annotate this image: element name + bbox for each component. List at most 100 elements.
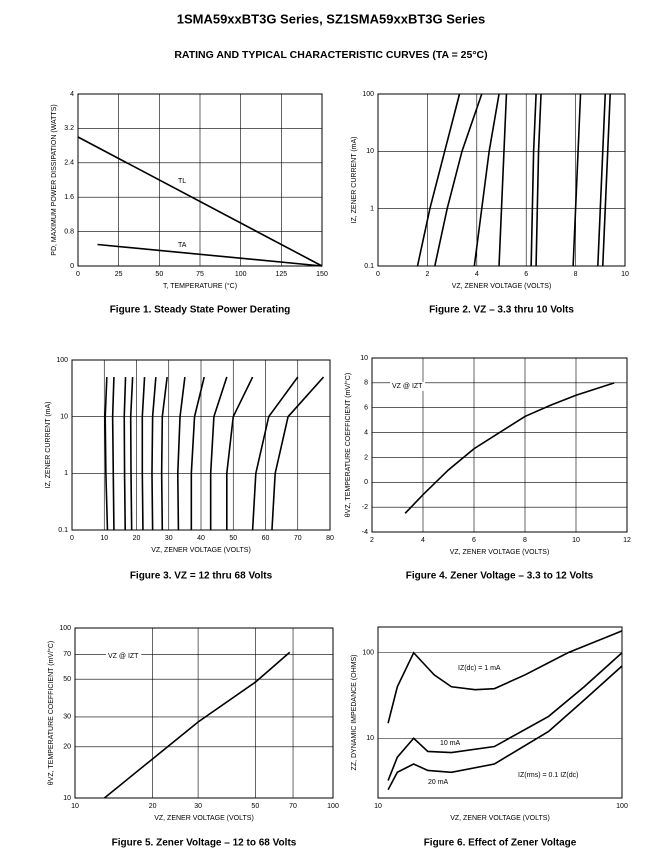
figure-caption: Figure 5. Zener Voltage – 12 to 68 Volts <box>112 838 297 849</box>
x-tick-label: 50 <box>251 803 259 810</box>
curve <box>123 377 127 531</box>
x-tick-label: 60 <box>262 535 270 542</box>
x-tick-label: 80 <box>326 535 334 542</box>
page-title: 1SMA59xxBT3G Series, SZ1SMA59xxBT3G Seri… <box>177 11 486 26</box>
x-tick-label: 10 <box>374 803 382 810</box>
y-tick-label: 0 <box>70 263 74 270</box>
plot-frame <box>371 357 628 533</box>
x-tick-label: 30 <box>194 803 202 810</box>
y-tick-label: 10 <box>366 148 374 155</box>
x-tick-label: 6 <box>472 537 476 544</box>
y-tick-label: 100 <box>362 91 374 98</box>
y-axis-label: θVZ, TEMPERATURE COEFFICIENT (mV/°C) <box>47 641 55 785</box>
x-tick-label: 100 <box>327 803 339 810</box>
x-tick-label: 20 <box>133 535 141 542</box>
plot-frame <box>74 627 334 799</box>
curve <box>498 93 508 267</box>
x-tick-label: 8 <box>574 271 578 278</box>
y-tick-label: 10 <box>63 795 71 802</box>
x-tick-label: 10 <box>621 271 629 278</box>
x-tick-label: 12 <box>623 537 631 544</box>
y-tick-label: 6 <box>364 405 368 412</box>
annotation: IZ(rms) = 0.1 IZ(dc) <box>518 772 578 779</box>
curve <box>387 652 623 781</box>
curve <box>530 93 537 267</box>
x-tick-label: 70 <box>289 803 297 810</box>
x-axis-label: T, TEMPERATURE (°C) <box>163 282 237 290</box>
curve <box>141 377 146 531</box>
plot-frame <box>77 93 323 267</box>
x-tick-label: 0 <box>70 535 74 542</box>
figure-caption: Figure 3. VZ = 12 thru 68 Volts <box>130 571 273 582</box>
plot-frame <box>377 93 626 267</box>
curve <box>176 376 186 531</box>
curve <box>473 93 500 267</box>
x-tick-label: 100 <box>235 271 247 278</box>
x-tick-label: 6 <box>524 271 528 278</box>
curve <box>129 377 134 531</box>
plot-frame <box>71 359 331 531</box>
curve <box>387 665 623 791</box>
x-tick-label: 10 <box>100 535 108 542</box>
annotation: 10 mA <box>440 740 461 747</box>
x-axis-label: VZ, ZENER VOLTAGE (VOLTS) <box>450 549 550 556</box>
y-tick-label: 70 <box>63 651 71 658</box>
x-tick-label: 125 <box>275 271 287 278</box>
curve <box>226 376 254 530</box>
y-tick-label: 2 <box>364 454 368 461</box>
curve <box>251 376 299 531</box>
y-axis-label: PD, MAXIMUM POWER DISSIPATION (WATTS) <box>51 104 58 255</box>
y-tick-label: 2.4 <box>64 160 74 167</box>
curve <box>103 651 291 799</box>
series-label: TA <box>178 242 187 249</box>
y-tick-label: 50 <box>63 676 71 683</box>
annotation-bg <box>106 651 142 661</box>
x-axis-label: VZ, ZENER VOLTAGE (VOLTS) <box>151 547 251 554</box>
curve <box>535 93 542 267</box>
y-tick-label: -4 <box>362 529 368 536</box>
annotation: VZ @ IZT <box>108 653 139 660</box>
curve <box>434 93 483 267</box>
x-tick-label: 40 <box>197 535 205 542</box>
series-label: TL <box>178 178 186 185</box>
y-tick-label: 10 <box>60 414 68 421</box>
y-tick-label: 3.2 <box>64 125 74 132</box>
curve <box>572 93 582 267</box>
figure-caption: Figure 2. VZ – 3.3 thru 10 Volts <box>429 305 574 316</box>
y-axis-label: IZ, ZENER CURRENT (mA) <box>45 402 52 489</box>
curve <box>77 136 323 267</box>
y-tick-label: 100 <box>56 357 68 364</box>
annotation-bg <box>438 738 463 748</box>
y-axis-label: ZZ, DYNAMIC IMPEDANCE (OHMS) <box>351 655 358 771</box>
x-tick-label: 25 <box>115 271 123 278</box>
annotation-bg <box>390 381 426 391</box>
x-tick-label: 70 <box>294 535 302 542</box>
y-tick-label: 20 <box>63 744 71 751</box>
x-tick-label: 8 <box>523 537 527 544</box>
curve <box>271 376 325 531</box>
y-tick-label: -2 <box>362 504 368 511</box>
x-axis-label: VZ, ZENER VOLTAGE (VOLTS) <box>450 815 550 822</box>
y-tick-label: 10 <box>366 735 374 742</box>
x-tick-label: 20 <box>149 803 157 810</box>
y-tick-label: 0.1 <box>58 527 68 534</box>
y-tick-label: 0 <box>364 479 368 486</box>
annotation-bg <box>456 663 503 673</box>
x-tick-label: 0 <box>76 271 80 278</box>
curve <box>387 630 623 724</box>
curve <box>209 376 228 530</box>
curve <box>404 382 615 514</box>
y-tick-label: 0.1 <box>364 263 374 270</box>
x-tick-label: 2 <box>425 271 429 278</box>
x-tick-label: 0 <box>376 271 380 278</box>
y-axis-label: IZ, ZENER CURRENT (mA) <box>351 137 358 224</box>
x-tick-label: 4 <box>421 537 425 544</box>
curve <box>190 376 206 530</box>
y-tick-label: 1 <box>370 206 374 213</box>
y-tick-label: 4 <box>70 91 74 98</box>
y-tick-label: 1 <box>64 470 68 477</box>
figure-caption: Figure 6. Effect of Zener Voltage <box>424 838 577 849</box>
curve <box>104 377 109 531</box>
x-tick-label: 4 <box>475 271 479 278</box>
x-tick-label: 75 <box>196 271 204 278</box>
